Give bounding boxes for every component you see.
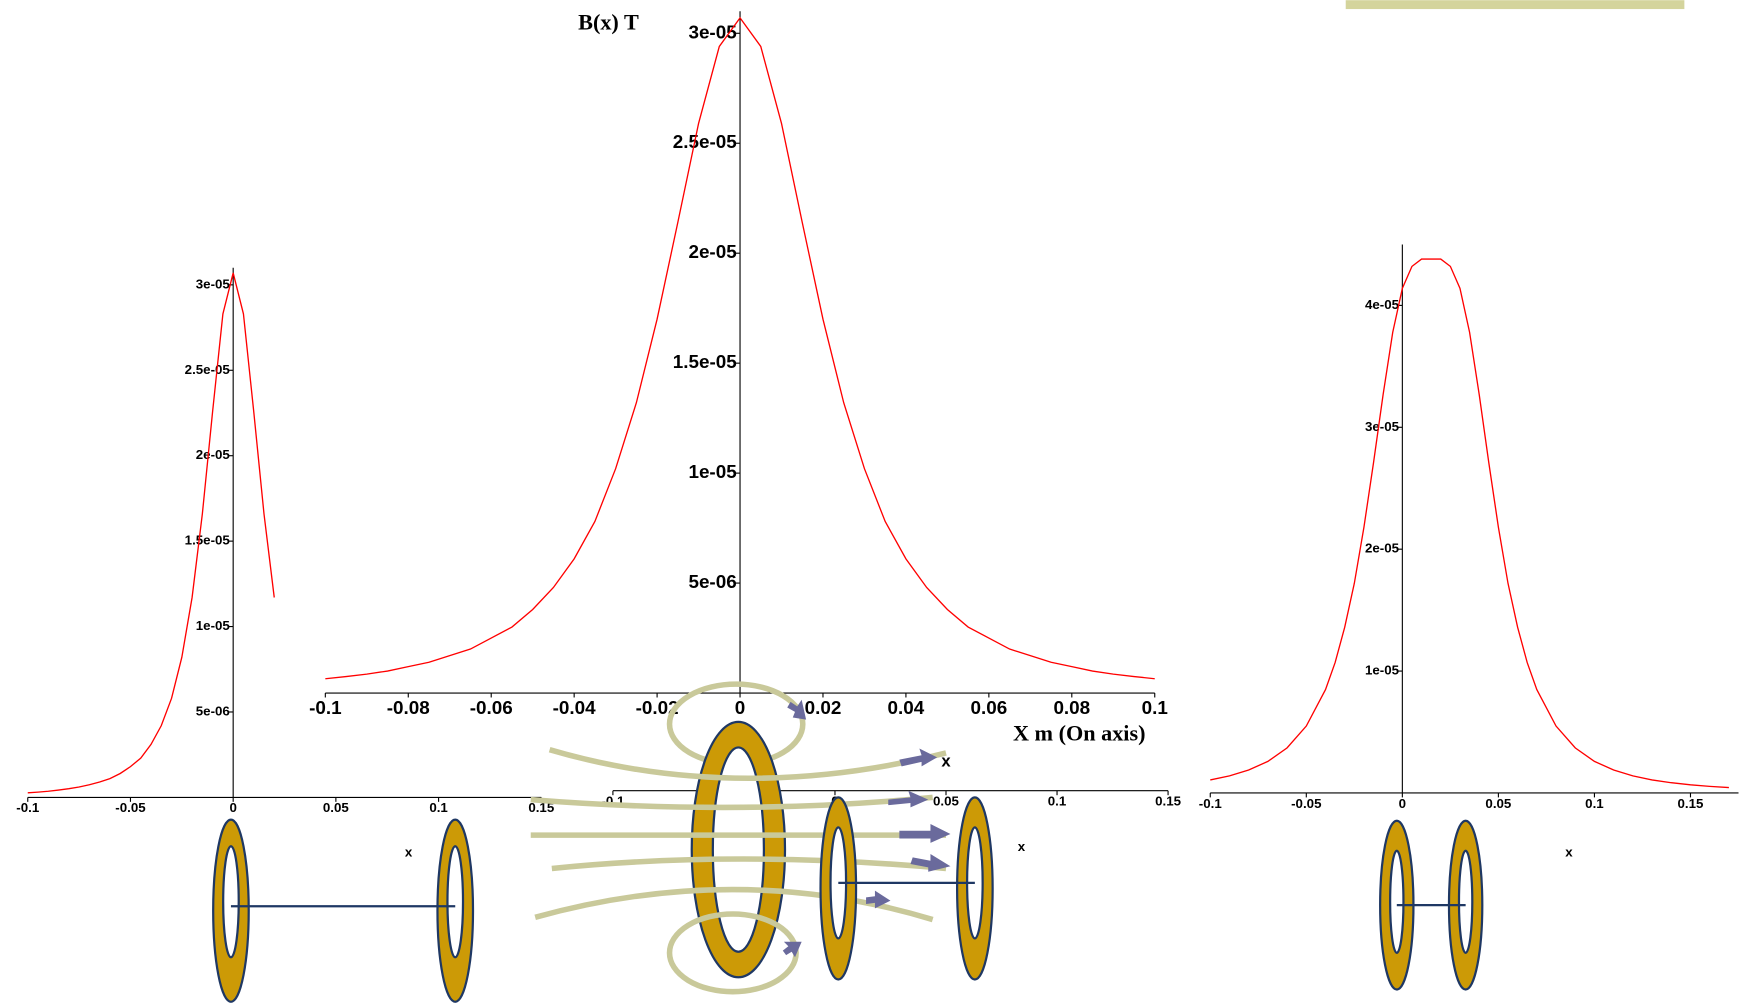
x-tick-label: 0.06 (971, 697, 1008, 718)
x-tick-label: -0.1 (16, 800, 40, 815)
y-tick-label: 1e-05 (1365, 663, 1400, 678)
y-tick-label: 3e-05 (688, 21, 736, 42)
data-line (1210, 258, 1729, 789)
x-tick-label: 0.15 (528, 800, 555, 815)
y-tick-label: 2e-05 (688, 241, 736, 262)
x-tick-label: -0.04 (553, 697, 596, 718)
coil-hole (711, 746, 766, 953)
x-tick-label: 0.1 (1048, 794, 1067, 809)
coil-hole (222, 845, 240, 959)
data-line (325, 16, 1155, 680)
x-axis-label: X m (On axis) (1013, 720, 1146, 745)
coil-pair-left (212, 818, 475, 1003)
field-line (551, 856, 947, 872)
x-tick-label: 0.1 (1585, 796, 1604, 811)
y-tick-label: 2e-05 (196, 447, 231, 462)
x-tick-label: -0.05 (1291, 796, 1322, 811)
y-tick-label: 1.5e-05 (185, 533, 231, 548)
x-tick-label: 0.1 (1142, 697, 1168, 718)
x-tick-label: 0.15 (1155, 794, 1182, 809)
x-tick-label: 0.04 (888, 697, 925, 718)
y-tick-label: 2e-05 (1365, 541, 1400, 556)
y-tick-label: 1e-05 (196, 618, 231, 633)
x-tick-label: -0.1 (309, 697, 342, 718)
y-tick-label: 2.5e-05 (185, 362, 231, 377)
x-tick-label: -0.1 (1199, 796, 1223, 811)
x-tick-label: 0.05 (933, 794, 960, 809)
y-tick-label: 3e-05 (196, 276, 231, 291)
coil-hole (446, 845, 465, 959)
y-tick-label: 3e-05 (1365, 419, 1400, 434)
y-tick-label: 5e-06 (196, 703, 230, 718)
y-tick-label: 4e-05 (1365, 297, 1400, 312)
y-tick-label: 5e-06 (688, 571, 736, 592)
charts: -0.1 -0.05 0 0.05 0.1 0.15 x x -0.1 -0.05 0 0.05 0.1… (16, 10, 1739, 859)
x-tick-label: -0.08 (387, 697, 430, 718)
y-axis-label: B(x) T (578, 10, 639, 35)
field-line (548, 746, 947, 782)
x-tick-label: 0 (735, 697, 746, 718)
annotation: x (941, 751, 951, 770)
x-tick-label: 0 (229, 800, 236, 815)
x-tick-label: 0.1 (429, 800, 448, 815)
x-axis-label: x (1018, 839, 1026, 854)
data-line (27, 272, 275, 794)
x-tick-label: -0.05 (115, 800, 146, 815)
coil-diagrams (212, 681, 1484, 1003)
x-tick-label: -0.02 (636, 697, 679, 718)
arrows (782, 699, 951, 958)
coil-pair-right (1379, 819, 1484, 991)
field-line (530, 794, 933, 811)
x-tick-label: -0.06 (470, 697, 513, 718)
x-tick-label: 0.15 (1678, 796, 1705, 811)
y-tick-label: 1.5e-05 (673, 351, 737, 372)
coil-hole (1389, 849, 1405, 954)
field-diagram (530, 681, 994, 995)
x-tick-label: 0.02 (805, 697, 842, 718)
y-tick-label: 2.5e-05 (673, 131, 737, 152)
x-axis-label: x (1565, 844, 1573, 859)
header-bar (1345, 0, 1685, 10)
x-tick-label: 0 (1399, 796, 1406, 811)
y-tick-label: 1e-05 (688, 461, 736, 482)
x-tick-label: 0.08 (1053, 697, 1090, 718)
coil-hole (1457, 849, 1474, 954)
x-axis-label: x (405, 844, 413, 859)
x-tick-label: 0.05 (323, 800, 350, 815)
x-tick-label: 0.05 (1485, 796, 1512, 811)
